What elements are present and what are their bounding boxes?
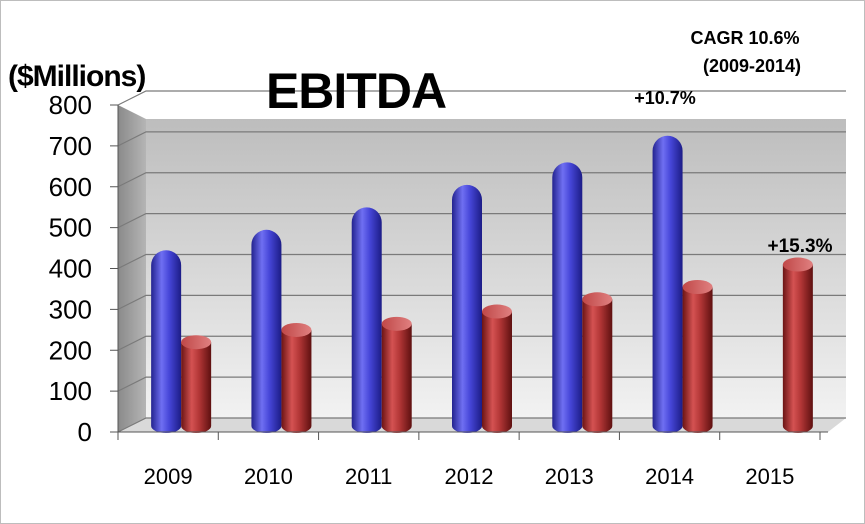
- bar-top: [181, 335, 212, 350]
- bar: [281, 322, 312, 434]
- bar: [381, 316, 412, 434]
- gridline: [117, 376, 846, 392]
- bars: [151, 135, 813, 434]
- gridline: [117, 335, 846, 351]
- gridline: [117, 172, 846, 188]
- cagr-period-label: (2009-2014): [703, 56, 801, 76]
- y-tick-label: 400: [49, 254, 92, 284]
- bar-top: [281, 322, 312, 337]
- growth-2015-annotation: +15.3%: [768, 236, 833, 257]
- y-tick-label: 100: [49, 376, 92, 406]
- bar: [652, 135, 683, 434]
- x-tick-label: 2012: [445, 464, 494, 489]
- y-axis: 0 100 200 300 400 500 600 700 800: [49, 90, 119, 447]
- bar-top: [482, 304, 512, 319]
- gridline: [117, 131, 846, 147]
- bar: [151, 250, 182, 434]
- bar-body: [452, 184, 482, 433]
- bar-body: [251, 229, 282, 434]
- gridline: [117, 213, 846, 229]
- y-tick-label: 300: [49, 294, 92, 324]
- bar-body: [181, 342, 212, 434]
- bar-top: [381, 316, 412, 331]
- side-wall: [118, 105, 146, 432]
- bar: [351, 207, 382, 434]
- y-tick-label: 700: [49, 131, 92, 161]
- bar: [251, 229, 282, 434]
- x-axis: 2009 2010 2011 2012 2013 2014 2015: [117, 431, 828, 489]
- bar: [582, 292, 613, 434]
- y-tick-label: 600: [49, 172, 92, 202]
- bar: [181, 335, 212, 434]
- x-tick-label: 2009: [144, 464, 193, 489]
- bar-body: [782, 264, 813, 434]
- bar: [682, 280, 713, 434]
- bar-top: [782, 257, 813, 272]
- bar-body: [582, 299, 613, 434]
- y-tick-label: 0: [78, 417, 92, 447]
- y-tick-label: 800: [49, 90, 92, 120]
- growth-2014-annotation: +10.7%: [634, 88, 696, 108]
- y-axis-unit-label: ($Millions): [8, 60, 145, 93]
- x-tick-label: 2015: [745, 464, 794, 489]
- y-tick-label: 200: [49, 335, 92, 365]
- gridline: [117, 417, 846, 433]
- bar-body: [381, 323, 412, 434]
- bar: [482, 304, 512, 433]
- gridline: [117, 253, 846, 270]
- cagr-label: CAGR 10.6%: [690, 28, 799, 48]
- bar-body: [482, 311, 512, 433]
- bar-body: [652, 135, 683, 434]
- bar-top: [582, 292, 613, 307]
- x-tick-label: 2010: [244, 464, 293, 489]
- x-tick-label: 2011: [345, 464, 392, 489]
- x-tick-label: 2013: [545, 464, 594, 489]
- bar-body: [351, 207, 382, 434]
- bar: [782, 257, 813, 434]
- bar-body: [281, 329, 312, 434]
- gridline: [117, 294, 846, 310]
- bar: [452, 184, 482, 433]
- bar-body: [682, 287, 713, 434]
- y-tick-label: 500: [49, 213, 92, 243]
- chart-title: EBITDA: [266, 63, 446, 119]
- bar-body: [151, 250, 182, 434]
- bar-top: [682, 280, 713, 295]
- bar-body: [552, 162, 583, 434]
- x-tick-label: 2014: [645, 464, 694, 489]
- bar: [552, 162, 583, 434]
- gridline: [117, 90, 846, 106]
- gridlines: [117, 90, 846, 433]
